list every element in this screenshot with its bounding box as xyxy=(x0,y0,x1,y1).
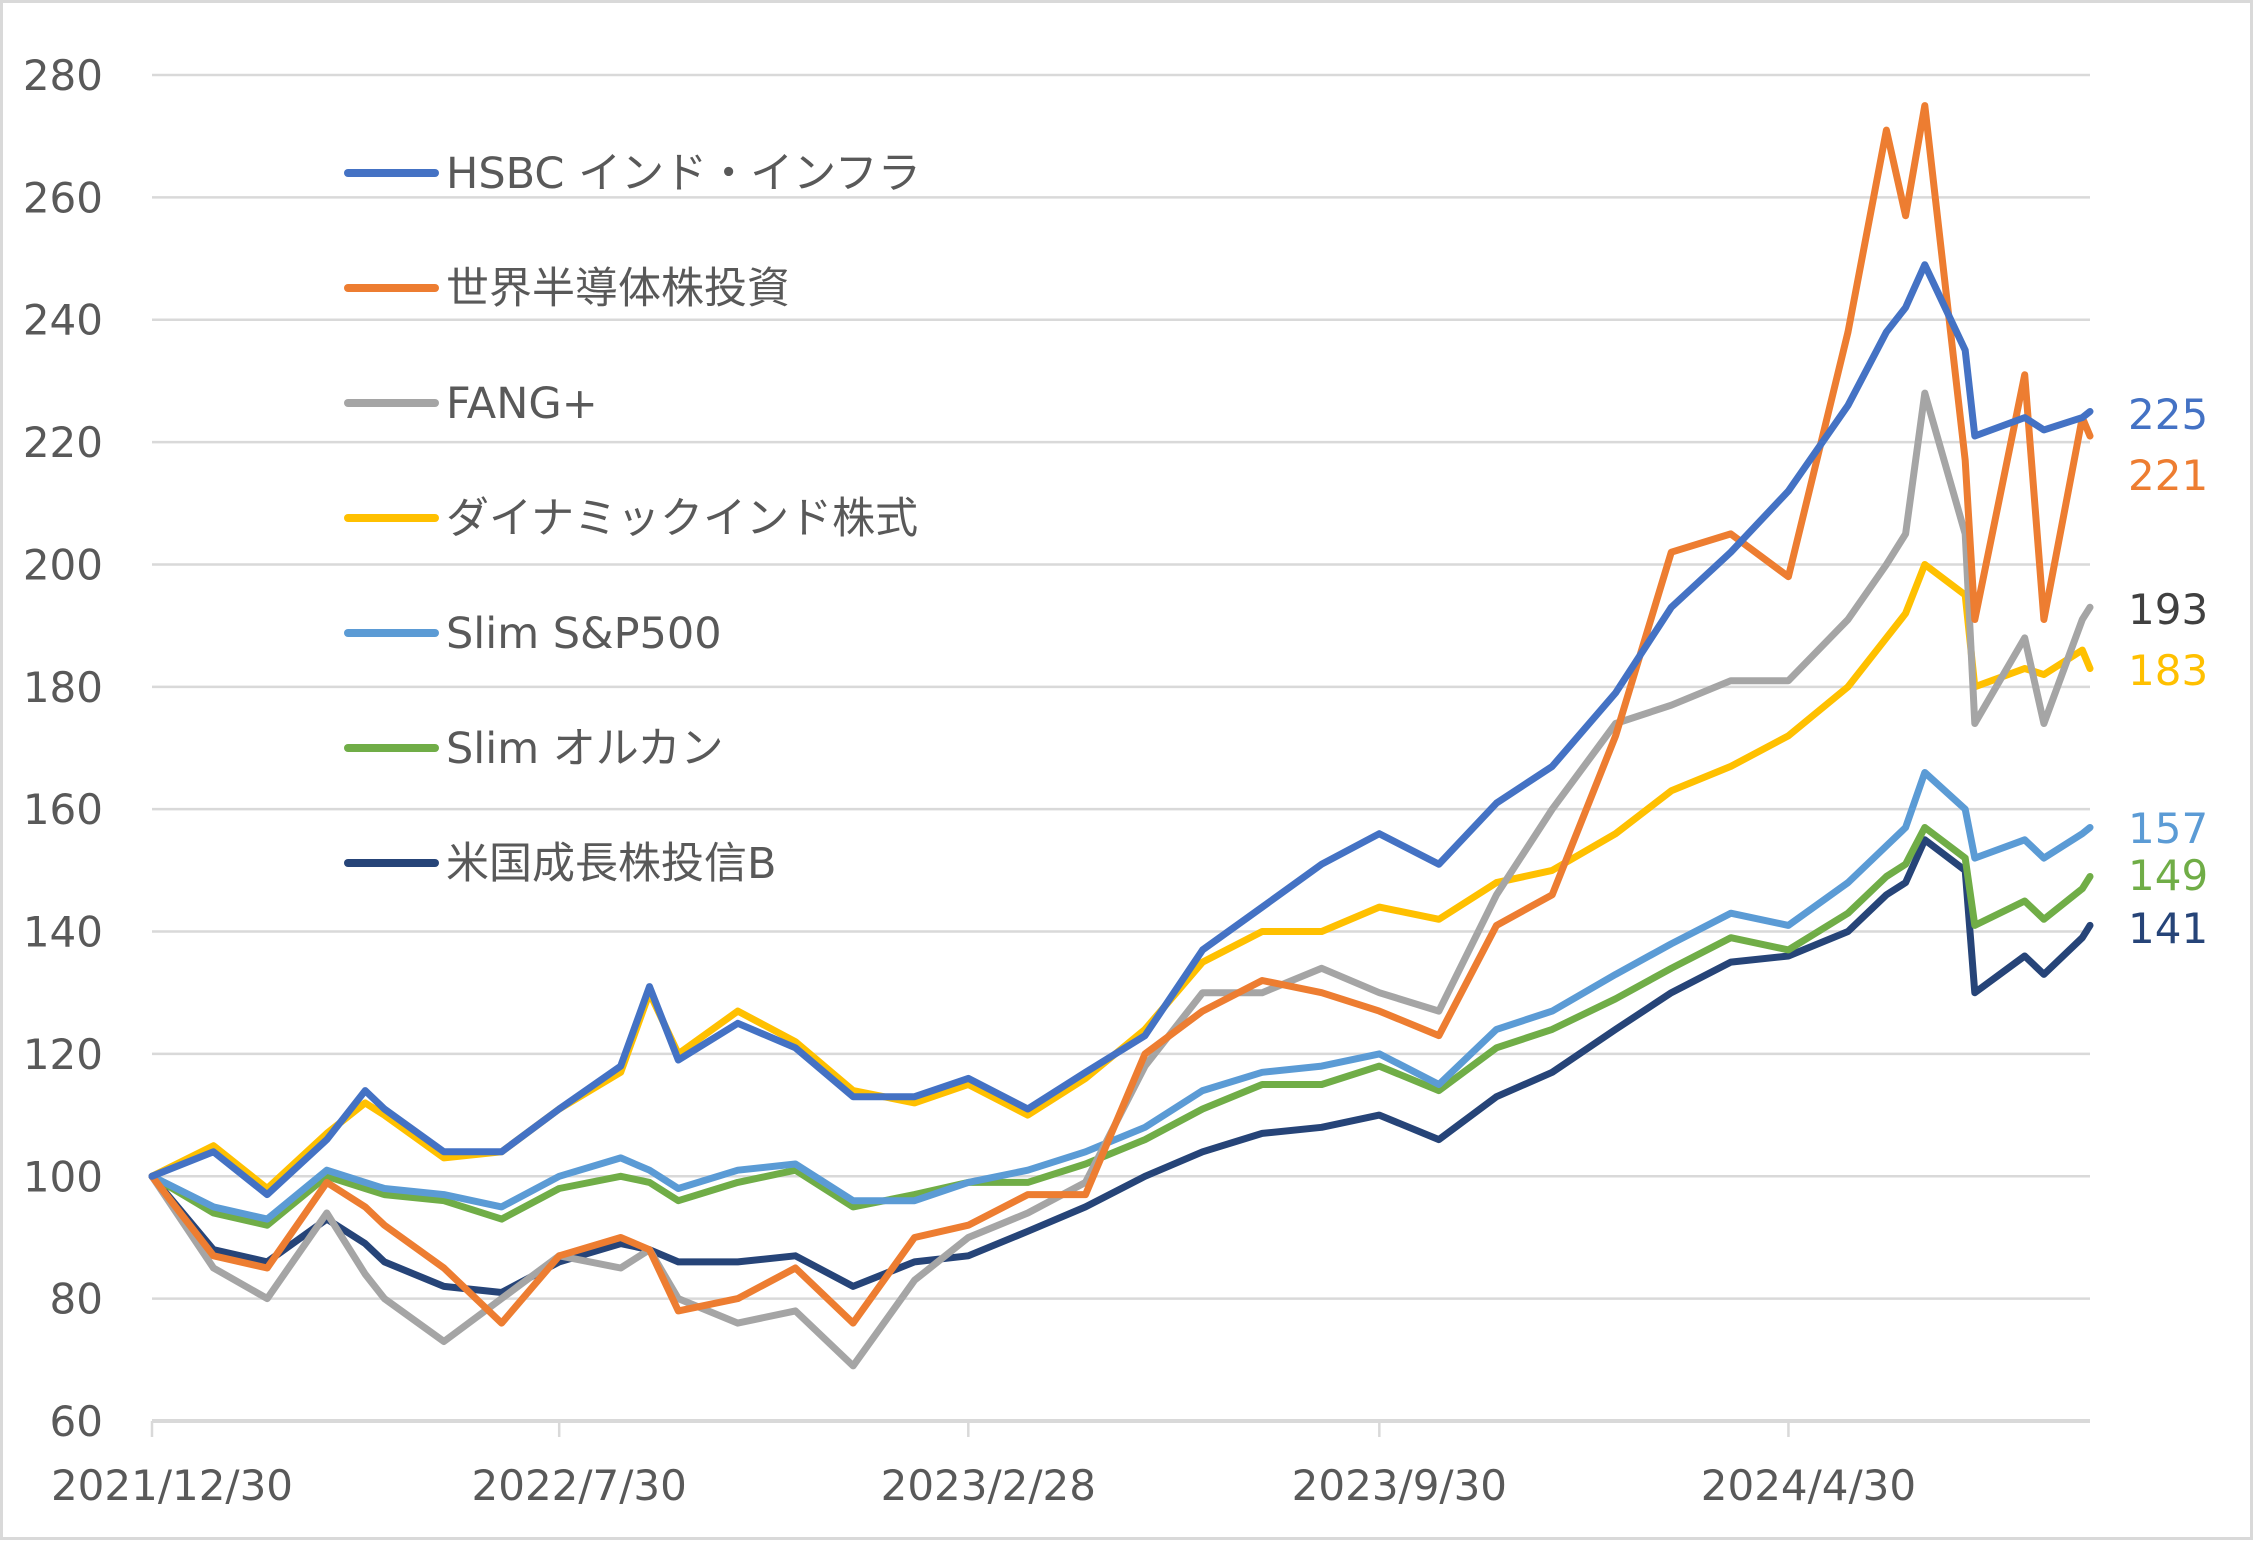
end-value-label: 193 xyxy=(2128,585,2208,634)
series-line xyxy=(148,102,2094,1327)
x-tick-label: 2023/9/30 xyxy=(1292,1461,1507,1510)
series-line xyxy=(148,389,2094,1370)
legend-label: 米国成長株投信B xyxy=(446,839,777,889)
y-tick-label: 140 xyxy=(23,908,103,957)
series-line xyxy=(148,261,2094,1199)
y-tick-label: 80 xyxy=(50,1275,103,1324)
legend-label: HSBC インド・インフラ xyxy=(446,149,921,199)
legend-label: FANG+ xyxy=(446,379,598,429)
end-value-label: 141 xyxy=(2128,904,2208,953)
series-line xyxy=(148,561,2094,1192)
y-tick-label: 200 xyxy=(23,540,103,589)
y-tick-label: 120 xyxy=(23,1030,103,1079)
y-tick-label: 240 xyxy=(23,296,103,345)
x-tick-label: 2024/4/30 xyxy=(1701,1461,1916,1510)
y-tick-label: 100 xyxy=(23,1152,103,1201)
end-value-label: 183 xyxy=(2128,646,2208,695)
x-tick-label: 2023/2/28 xyxy=(881,1461,1096,1510)
end-value-label: 149 xyxy=(2128,851,2208,900)
series-line xyxy=(148,836,2094,1296)
y-tick-label: 220 xyxy=(23,418,103,467)
end-value-label: 221 xyxy=(2128,451,2208,500)
y-tick-label: 280 xyxy=(23,51,103,100)
legend-label: Slim S&P500 xyxy=(446,609,722,659)
y-tick-label: 60 xyxy=(50,1397,103,1446)
x-tick-label: 2021/12/30 xyxy=(51,1461,293,1510)
y-tick-label: 260 xyxy=(23,173,103,222)
x-tick-label: 2022/7/30 xyxy=(472,1461,687,1510)
line-chart: 60 80 100 120 140 160 180 200 220 240 260 280 2021/1… xyxy=(23,51,2208,1510)
series-line xyxy=(148,769,2094,1223)
end-value-label: 225 xyxy=(2128,390,2208,439)
legend-label: Slim オルカン xyxy=(446,724,723,774)
y-tick-label: 160 xyxy=(23,785,103,834)
y-tick-label: 180 xyxy=(23,663,103,712)
legend-label: 世界半導体株投資 xyxy=(446,264,790,314)
legend-label: ダイナミックインド株式 xyxy=(446,494,918,544)
end-value-label: 157 xyxy=(2128,804,2208,853)
series-line xyxy=(148,824,2094,1229)
